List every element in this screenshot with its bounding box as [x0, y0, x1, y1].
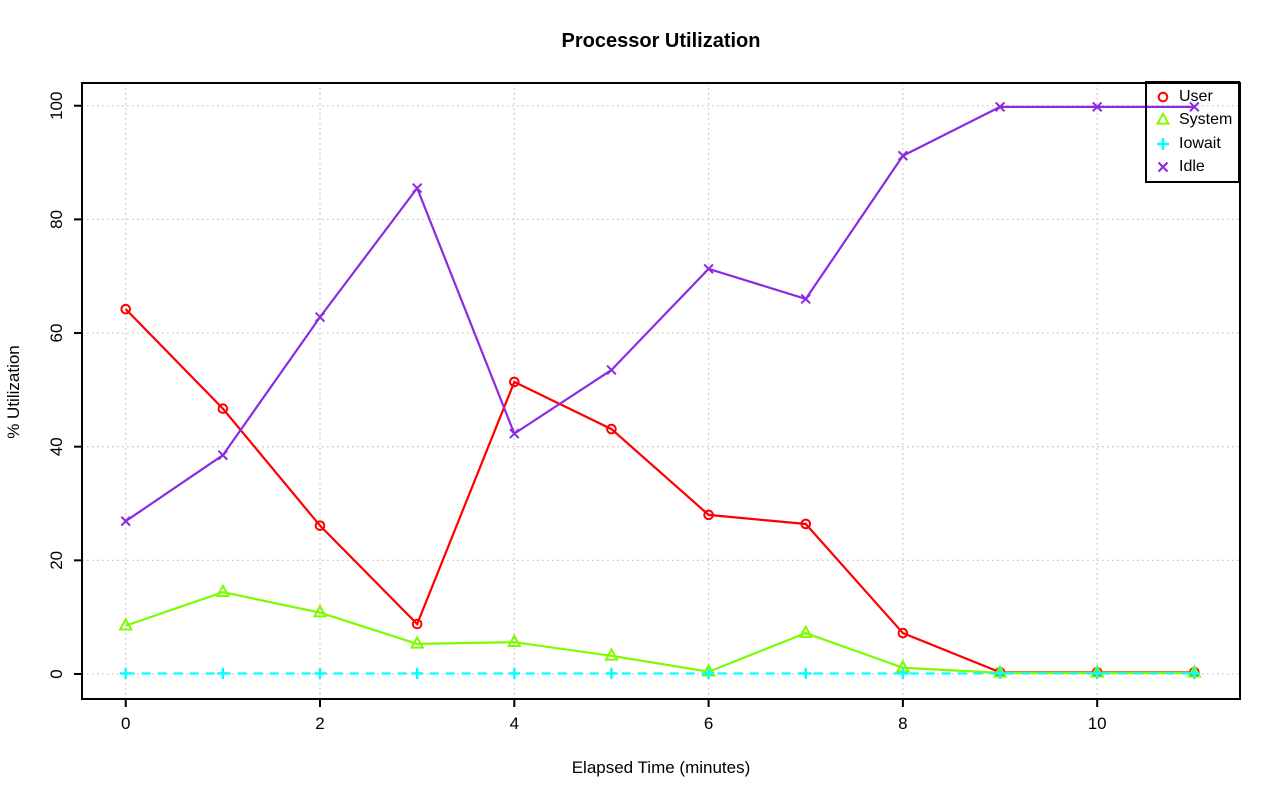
data-point-idle [120, 516, 131, 527]
y-tick-label: 80 [47, 210, 66, 229]
data-point-iowait [508, 667, 521, 680]
iowait-plus-marker-icon [1157, 137, 1169, 150]
data-point-idle [509, 428, 520, 439]
data-point-iowait [994, 667, 1006, 680]
data-point-system [118, 617, 134, 631]
data-point-iowait [314, 667, 326, 680]
data-point-idle [1189, 101, 1200, 112]
y-tick-label: 40 [47, 437, 66, 456]
legend-item-idle: Idle [1154, 156, 1238, 180]
y-tick-label: 100 [47, 92, 66, 120]
series-line-system [125, 591, 1195, 674]
legend-item-iowait: Iowait [1154, 132, 1238, 156]
series-user [120, 303, 1200, 678]
x-tick-label: 2 [315, 714, 324, 733]
x-axis-title: Elapsed Time (minutes) [571, 758, 751, 777]
data-point-iowait [605, 667, 618, 680]
x-tick-label: 10 [1088, 714, 1107, 733]
chart-title: Processor Utilization [561, 30, 761, 52]
series-line-idle [125, 105, 1195, 523]
data-point-system [507, 633, 522, 647]
data-point-idle [897, 150, 909, 161]
legend-item-user: User [1154, 85, 1238, 109]
legend-label-iowait: Iowait [1179, 134, 1221, 152]
data-point-iowait [411, 667, 423, 680]
y-tick-label: 0 [47, 669, 66, 678]
data-point-user [314, 520, 326, 531]
data-point-user [509, 376, 520, 388]
data-point-idle [994, 101, 1006, 112]
data-point-idle [606, 364, 617, 376]
x-tick-label: 6 [704, 714, 713, 733]
data-point-user [897, 627, 909, 639]
data-point-user [120, 303, 132, 315]
data-point-user [800, 518, 812, 530]
idle-x-marker-icon [1157, 161, 1169, 173]
data-point-iowait [702, 667, 715, 680]
data-point-idle [1092, 101, 1103, 112]
data-point-iowait [120, 667, 132, 680]
data-point-system [312, 604, 328, 618]
data-point-idle [412, 183, 423, 194]
legend-label-idle: Idle [1179, 158, 1205, 176]
data-point-iowait [1091, 667, 1103, 680]
data-point-iowait [217, 667, 229, 680]
legend: User System Iowait Idle [1145, 81, 1240, 183]
data-point-idle [800, 293, 811, 305]
series-idle [120, 101, 1200, 527]
y-tick-label: 20 [47, 551, 66, 570]
data-point-user [606, 423, 617, 435]
data-point-iowait [800, 667, 812, 680]
plot-border [81, 82, 1241, 700]
legend-label-system: System [1179, 111, 1233, 129]
system-triangle-marker-icon [1155, 111, 1171, 125]
y-tick-label: 60 [47, 324, 66, 343]
legend-item-system: System [1154, 109, 1238, 133]
data-point-iowait [897, 667, 909, 680]
data-point-idle [217, 450, 228, 461]
data-point-user [217, 403, 229, 414]
data-point-system [409, 635, 425, 649]
data-point-system [215, 583, 231, 597]
data-point-iowait [1188, 667, 1201, 680]
series-system [118, 583, 1202, 678]
x-tick-label: 8 [898, 714, 907, 733]
data-point-user [411, 618, 423, 630]
data-point-user [703, 509, 714, 521]
x-tick-label: 4 [510, 714, 519, 733]
x-tick-label: 0 [121, 714, 130, 733]
data-point-idle [314, 312, 326, 323]
data-point-idle [703, 263, 714, 274]
gridlines [82, 83, 1240, 699]
user-circle-marker-icon [1157, 91, 1169, 103]
data-point-system [798, 624, 814, 638]
legend-label-user: User [1179, 87, 1213, 105]
data-point-system [604, 647, 619, 661]
series-iowait [120, 667, 1201, 680]
y-axis-title: % Utilization [4, 345, 23, 439]
